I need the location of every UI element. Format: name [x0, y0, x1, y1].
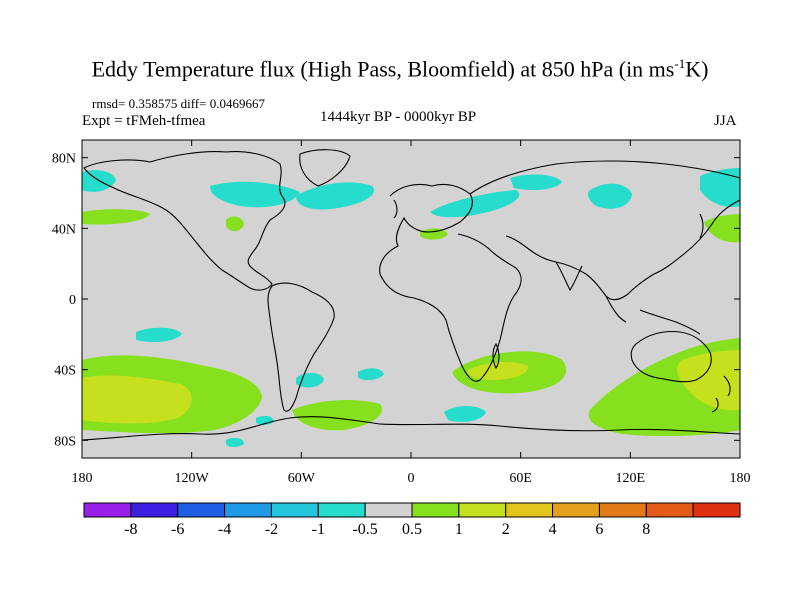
- anomaly-layer: [82, 168, 740, 447]
- colorbar-label: -6: [171, 521, 185, 538]
- coastline-antarctica: [82, 416, 740, 441]
- anomaly-atlantic-west: [82, 209, 150, 225]
- x-axis: 180 120W 60W 0 60E 120E 180: [72, 140, 751, 486]
- anomaly-north-atlantic-green: [226, 216, 244, 232]
- colorbar-label: -2: [264, 521, 279, 538]
- x-tick-label: 60W: [288, 471, 316, 486]
- coastline-greenland: [299, 149, 351, 187]
- colorbar-box: [552, 502, 600, 518]
- colorbar-label: 4: [548, 521, 557, 538]
- period-label: 1444kyr BP - 0000kyr BP: [320, 109, 477, 125]
- anomaly-north-atlantic: [296, 182, 375, 210]
- title-tail: K): [685, 56, 709, 82]
- y-tick-label: 80N: [52, 152, 76, 167]
- anomaly-europe: [430, 190, 520, 218]
- y-tick-label: 40S: [54, 364, 76, 379]
- experiment-label: Expt = tFMeh-tfmea: [82, 113, 206, 129]
- coastline-southeast-asia: [605, 295, 701, 335]
- colorbar-box: [177, 502, 226, 518]
- anomaly-east-siberia: [700, 168, 740, 208]
- coastline-uk: [393, 199, 398, 219]
- colorbar-label: 8: [642, 521, 651, 538]
- coastline-south-america: [267, 282, 335, 412]
- colorbar-box: [692, 502, 741, 518]
- anomaly-south-atlantic: [292, 400, 383, 431]
- anomaly-southern-ocean-cyan: [444, 406, 486, 422]
- x-tick-label: 60E: [509, 471, 532, 486]
- colorbar-box: [458, 502, 507, 518]
- coastline-india: [555, 261, 583, 292]
- anomaly-north-pacific-east: [704, 214, 740, 243]
- x-tick-label: 0: [408, 471, 415, 486]
- anomaly-australia-core: [676, 350, 740, 411]
- stats-line: rmsd= 0.358575 diff= 0.0469667: [92, 96, 265, 111]
- x-tick-label: 120E: [616, 471, 646, 486]
- colorbar-label: 0.5: [402, 521, 422, 538]
- coastline-japan: [699, 213, 704, 239]
- colorbar-box: [505, 502, 554, 518]
- season-label: JJA: [714, 113, 737, 129]
- anomaly-north-america: [210, 181, 300, 208]
- colorbar-label: -4: [217, 521, 232, 538]
- coastline-australia: [630, 330, 712, 383]
- title-superscript: -1: [674, 56, 686, 71]
- anomaly-antarctic-cyan: [226, 437, 244, 447]
- anomaly-south-pacific-cyan: [136, 327, 182, 342]
- colorbar-box: [645, 502, 694, 518]
- coastline-madagascar: [492, 342, 500, 370]
- x-tick-label: 180: [72, 471, 93, 486]
- y-tick-label: 0: [69, 293, 76, 308]
- title-main: Eddy Temperature flux (High Pass, Bloomf…: [91, 56, 675, 82]
- anomaly-mediterranean: [420, 228, 448, 240]
- coastline-asia: [469, 160, 740, 301]
- colorbar-label: -1: [311, 521, 325, 538]
- colorbar-box: [130, 502, 179, 518]
- colorbar-label: 6: [595, 521, 604, 538]
- colorbar-box: [83, 502, 132, 518]
- coastline-europe-africa: [379, 183, 522, 382]
- anomaly-central-asia: [588, 183, 632, 209]
- coastline-north-america: [83, 151, 286, 291]
- colorbar-box: [364, 502, 413, 518]
- colorbar-box: [317, 502, 366, 518]
- x-tick-label: 180: [730, 471, 751, 486]
- colorbar: [83, 502, 741, 518]
- colorbar-label: 2: [501, 521, 510, 538]
- coastlines: [82, 149, 740, 441]
- colorbar-box: [411, 502, 460, 518]
- anomaly-siberia: [510, 174, 562, 190]
- y-tick-label: 40N: [52, 222, 76, 237]
- chart-title: Eddy Temperature flux (High Pass, Bloomf…: [0, 56, 800, 82]
- colorbar-box: [270, 502, 319, 518]
- colorbar-label: -0.5: [352, 521, 378, 538]
- anomaly-south-atlantic-cyan: [358, 368, 384, 381]
- y-tick-label: 80S: [54, 434, 76, 449]
- x-tick-label: 120W: [175, 471, 210, 486]
- anomaly-indian-ocean-core: [467, 361, 529, 380]
- colorbar-box: [224, 502, 272, 518]
- colorbar-label: -8: [124, 521, 138, 538]
- colorbar-box: [598, 502, 647, 518]
- y-axis: 80N 40N 0 40S 80S: [52, 152, 740, 449]
- coastline-new-zealand: [711, 375, 731, 413]
- colorbar-label: 1: [454, 521, 463, 538]
- anomaly-southern-pacific-core: [82, 375, 192, 424]
